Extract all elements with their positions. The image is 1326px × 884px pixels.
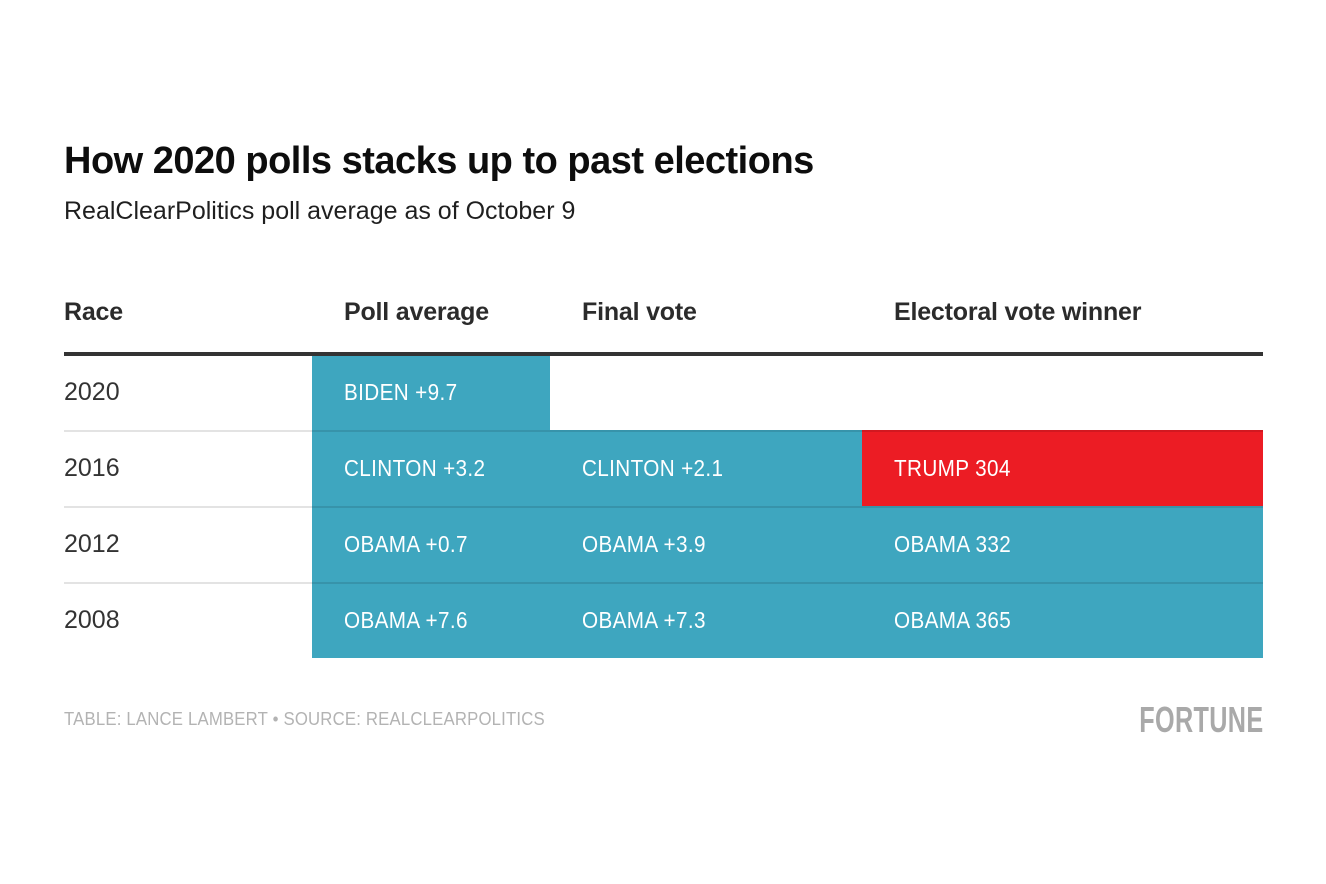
final-vote-cell: OBAMA +3.9 <box>550 505 862 582</box>
header-rule <box>64 351 1263 356</box>
electoral-winner-cell <box>862 356 1263 430</box>
cell-value: TRUMP 304 <box>894 455 1011 482</box>
chart-title: How 2020 polls stacks up to past electio… <box>64 140 814 182</box>
final-vote-cell <box>550 356 862 430</box>
chart-footer: TABLE: LANCE LAMBERT • SOURCE: REALCLEAR… <box>64 698 1263 742</box>
race-cell: 2020 <box>64 378 120 407</box>
table-header-row: Race Poll average Final vote Electoral v… <box>64 298 1263 352</box>
chart-content: How 2020 polls stacks up to past electio… <box>64 0 1263 742</box>
poll-average-cell: CLINTON +3.2 <box>312 429 550 506</box>
final-vote-cell: CLINTON +2.1 <box>550 429 862 506</box>
table-row: 2020 BIDEN +9.7 <box>64 355 1263 430</box>
cell-value: BIDEN +9.7 <box>344 379 458 406</box>
column-header-poll-average: Poll average <box>344 297 489 326</box>
cell-value: OBAMA +3.9 <box>582 531 706 558</box>
final-vote-cell: OBAMA +7.3 <box>550 581 862 658</box>
race-cell: 2012 <box>64 505 312 582</box>
cell-value: OBAMA 365 <box>894 607 1012 634</box>
cell-value: CLINTON +3.2 <box>344 455 486 482</box>
fortune-logo: FORTUNE <box>1138 698 1263 740</box>
credit-text: TABLE: LANCE LAMBERT • SOURCE: REALCLEAR… <box>64 709 545 730</box>
column-header-electoral-vote-winner: Electoral vote winner <box>894 297 1142 326</box>
cell-value: OBAMA +7.3 <box>582 607 706 634</box>
cell-value: OBAMA 332 <box>894 531 1012 558</box>
cell-value: OBAMA +7.6 <box>344 607 468 634</box>
poll-average-cell: BIDEN +9.7 <box>312 355 550 430</box>
chart-subtitle: RealClearPolitics poll average as of Oct… <box>64 196 576 225</box>
cell-value: OBAMA +0.7 <box>344 531 468 558</box>
table-row: 2012 OBAMA +0.7 OBAMA +3.9 OBAMA 332 <box>64 505 1263 582</box>
table-row: 2008 OBAMA +7.6 OBAMA +7.3 OBAMA 365 <box>64 581 1263 658</box>
electoral-winner-cell: OBAMA 365 <box>862 581 1263 658</box>
poll-average-cell: OBAMA +7.6 <box>312 581 550 658</box>
column-header-race: Race <box>64 297 123 326</box>
electoral-winner-cell: OBAMA 332 <box>862 505 1263 582</box>
cell-value: CLINTON +2.1 <box>582 455 724 482</box>
electoral-winner-cell: TRUMP 304 <box>862 429 1263 506</box>
column-header-final-vote: Final vote <box>582 297 697 326</box>
poll-average-cell: OBAMA +0.7 <box>312 505 550 582</box>
race-cell: 2008 <box>64 581 312 658</box>
race-cell: 2016 <box>64 429 312 506</box>
table-row: 2016 CLINTON +3.2 CLINTON +2.1 TRUMP 304 <box>64 429 1263 506</box>
